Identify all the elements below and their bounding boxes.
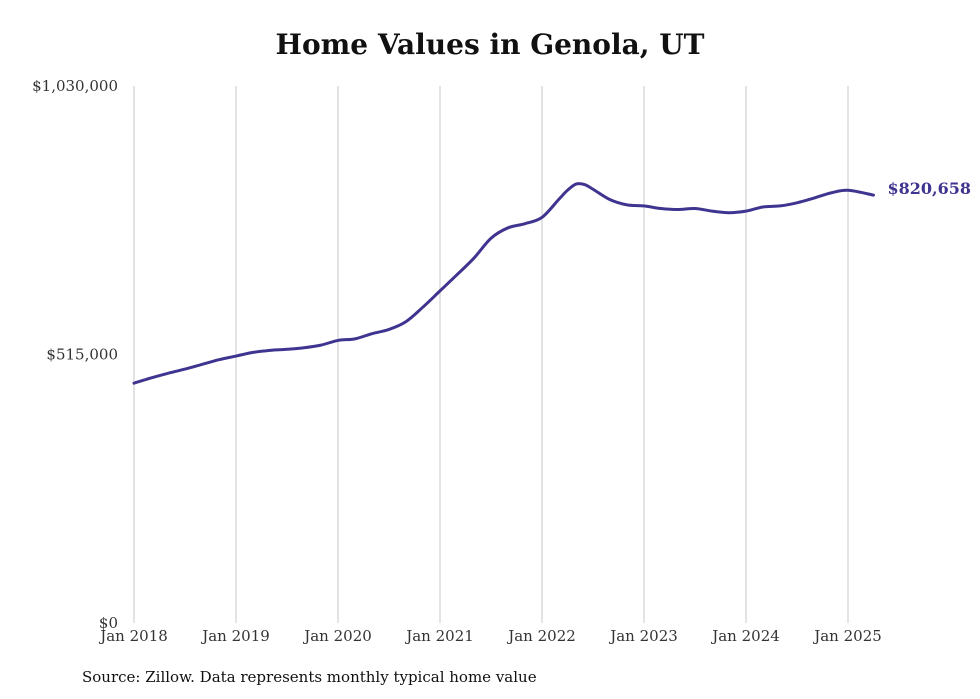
series-layer: $820,658 [132,179,972,385]
x-tick-label: Jan 2024 [710,627,780,645]
x-tick-label: Jan 2023 [608,627,678,645]
y-tick-label: $515,000 [46,346,118,364]
x-axis-labels: Jan 2018 Jan 2019 Jan 2020 Jan 2021 Jan 2022… [98,627,882,645]
y-axis-labels: $0 $515,000 $1,030,000 [32,77,118,632]
line-chart: $0$515,000$1,030,000 Jan 2018 Jan 2019 Jan… [32,77,972,645]
gridlines [133,86,849,623]
y-tick-label: $0 [99,614,118,632]
y-tick-label: $1,030,000 [32,77,118,95]
chart-title: Home Values in Genola, UT [275,28,705,61]
series-line [132,182,875,385]
source-note: Source: Zillow. Data represents monthly … [82,668,537,686]
x-tick-label: Jan 2018 [98,627,168,645]
x-tick-label: Jan 2019 [200,627,270,645]
x-tick-label: Jan 2025 [812,627,882,645]
x-tick-label: Jan 2021 [404,627,474,645]
end-value-label: $820,658 [888,179,972,198]
x-tick-label: Jan 2022 [506,627,576,645]
x-tick-label: Jan 2020 [302,627,372,645]
